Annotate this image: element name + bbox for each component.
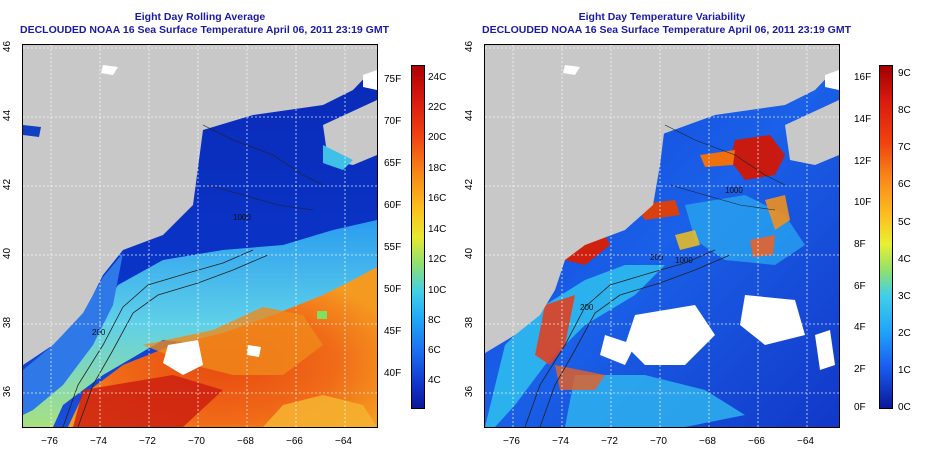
colorbar-f-label: 50F	[384, 284, 402, 295]
right-panel-title: Eight Day Temperature Variability DECLOU…	[482, 11, 851, 37]
colorbar-c-label: 20C	[428, 132, 447, 143]
colorbar-c-label: 12C	[428, 254, 447, 265]
y-tick-label: 46	[2, 40, 14, 53]
colorbar-c-label: 16C	[428, 193, 447, 204]
colorbar-f-label: 65F	[384, 158, 402, 169]
colorbar-c-label: 8C	[428, 315, 441, 326]
colorbar-c-label: 1C	[898, 365, 911, 376]
y-tick-label: 44	[2, 109, 14, 122]
y-tick-label: 36	[2, 385, 14, 398]
sst-average-colorbar	[411, 65, 425, 409]
contour-label-200: 200	[580, 303, 594, 312]
colorbar-f-label: 75F	[384, 74, 402, 85]
y-tick-label: 40	[2, 247, 14, 260]
colorbar-f-label: 4F	[854, 322, 866, 333]
y-tick-label: 42	[2, 178, 14, 191]
right-title-line1: Eight Day Temperature Variability	[578, 11, 746, 23]
contour-label-200-b: 200	[650, 253, 664, 262]
left-title-line2: DECLOUDED NOAA 16 Sea Surface Temperatur…	[20, 24, 389, 36]
y-tick-label: 38	[464, 316, 476, 329]
left-panel-title: Eight Day Rolling Average DECLOUDED NOAA…	[20, 11, 389, 37]
x-tick-label: −68	[237, 436, 254, 447]
x-tick-label: −72	[139, 436, 156, 447]
x-tick-label: −68	[699, 436, 716, 447]
x-tick-label: −72	[601, 436, 618, 447]
colorbar-c-label: 10C	[428, 285, 447, 296]
x-tick-label: −64	[797, 436, 814, 447]
sst-average-map: 200 1000	[22, 44, 378, 428]
colorbar-f-label: 8F	[854, 239, 866, 250]
right-title-line2: DECLOUDED NOAA 16 Sea Surface Temperatur…	[482, 24, 851, 36]
colorbar-c-label: 3C	[898, 291, 911, 302]
colorbar-f-label: 14F	[854, 114, 872, 125]
x-tick-label: −66	[748, 436, 765, 447]
sst-variability-map: 200 1000 200 1000	[484, 44, 840, 428]
colorbar-f-label: 6F	[854, 281, 866, 292]
colorbar-f-label: 0F	[854, 402, 866, 413]
y-tick-label: 38	[2, 316, 14, 329]
y-tick-label: 42	[464, 178, 476, 191]
y-tick-label: 36	[464, 385, 476, 398]
left-graticule	[23, 45, 377, 427]
right-graticule	[485, 45, 839, 427]
colorbar-c-label: 7C	[898, 142, 911, 153]
colorbar-c-label: 6C	[428, 345, 441, 356]
colorbar-c-label: 5C	[898, 217, 911, 228]
colorbar-c-label: 4C	[898, 254, 911, 265]
colorbar-c-label: 2C	[898, 328, 911, 339]
x-tick-label: −66	[286, 436, 303, 447]
colorbar-f-label: 70F	[384, 116, 402, 127]
colorbar-c-label: 8C	[898, 105, 911, 116]
colorbar-c-label: 6C	[898, 179, 911, 190]
left-title-line1: Eight Day Rolling Average	[134, 11, 266, 23]
sst-variability-map-canvas: 200 1000 200 1000	[485, 45, 839, 427]
colorbar-f-label: 2F	[854, 364, 866, 375]
colorbar-c-label: 18C	[428, 163, 447, 174]
colorbar-f-label: 60F	[384, 200, 402, 211]
contour-label-1000: 1000	[725, 186, 743, 195]
colorbar-c-label: 22C	[428, 102, 447, 113]
x-tick-label: −64	[335, 436, 352, 447]
y-tick-label: 44	[464, 109, 476, 122]
colorbar-c-label: 24C	[428, 72, 447, 83]
sst-average-map-canvas: 200 1000	[23, 45, 377, 427]
colorbar-c-label: 0C	[898, 402, 911, 413]
colorbar-c-label: 4C	[428, 375, 441, 386]
colorbar-f-label: 12F	[854, 156, 872, 167]
x-tick-label: −74	[90, 436, 107, 447]
x-tick-label: −70	[650, 436, 667, 447]
colorbar-f-label: 16F	[854, 72, 872, 83]
colorbar-f-label: 55F	[384, 242, 402, 253]
contour-label-200: 200	[92, 328, 106, 337]
colorbar-f-label: 10F	[854, 197, 872, 208]
colorbar-f-label: 45F	[384, 326, 402, 337]
x-tick-label: −76	[503, 436, 520, 447]
colorbar-c-label: 14C	[428, 224, 447, 235]
contour-label-1000-b: 1000	[675, 256, 693, 265]
y-tick-label: 46	[464, 40, 476, 53]
sst-variability-colorbar	[879, 65, 893, 409]
x-tick-label: −76	[41, 436, 58, 447]
x-tick-label: −70	[188, 436, 205, 447]
x-tick-label: −74	[552, 436, 569, 447]
y-tick-label: 40	[464, 247, 476, 260]
colorbar-f-label: 40F	[384, 368, 402, 379]
colorbar-c-label: 9C	[898, 68, 911, 79]
contour-label-1000: 1000	[233, 213, 251, 222]
